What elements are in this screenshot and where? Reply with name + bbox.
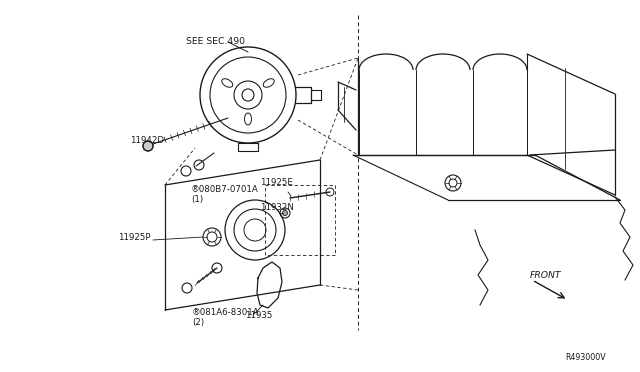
Text: 11932N: 11932N	[260, 203, 294, 212]
Text: ®080B7-0701A
(1): ®080B7-0701A (1)	[191, 185, 259, 204]
Text: ®081A6-8301A
(2): ®081A6-8301A (2)	[192, 308, 260, 327]
Text: SEE SEC.490: SEE SEC.490	[186, 37, 245, 46]
Text: 11942D: 11942D	[130, 136, 164, 145]
Text: 11925P: 11925P	[118, 233, 150, 242]
Text: 11925E: 11925E	[260, 178, 293, 187]
Circle shape	[143, 141, 153, 151]
Text: FRONT: FRONT	[530, 271, 561, 280]
Text: R493000V: R493000V	[565, 353, 605, 362]
Circle shape	[282, 211, 287, 215]
Text: 11935: 11935	[245, 311, 273, 320]
